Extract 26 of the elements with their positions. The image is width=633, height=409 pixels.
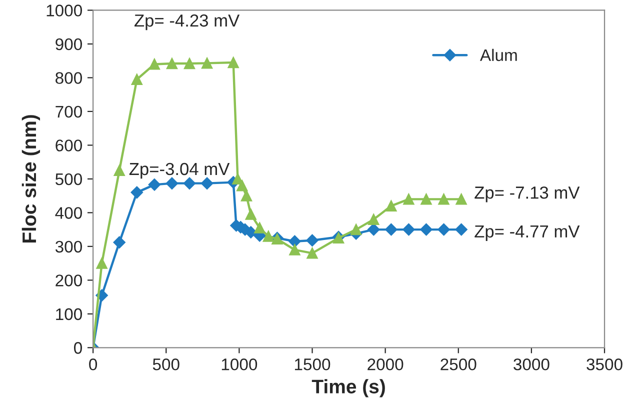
- x-tick-label: 1500: [294, 358, 330, 370]
- x-tick-label: 3000: [514, 358, 550, 370]
- y-tick-label: 0: [74, 342, 82, 354]
- x-tick-label: 1000: [222, 358, 258, 370]
- x-tick-label: 2000: [368, 358, 404, 370]
- y-tick-label: 500: [55, 173, 82, 186]
- y-tick-label: 800: [56, 72, 82, 84]
- annotation: Zp= -4.23 mV: [134, 14, 240, 30]
- annotation: Zp= -4.77 mV: [474, 225, 580, 242]
- annotation: Zp=-3.04 mV: [129, 162, 230, 179]
- x-tick-label: 2500: [440, 358, 476, 370]
- y-tick-label: 300: [55, 240, 82, 253]
- x-tick-label: 3500: [586, 358, 622, 370]
- y-tick-label: 200: [56, 274, 82, 286]
- y-axis-title: Floc size (nm): [22, 115, 40, 242]
- y-tick-label: 900: [56, 38, 82, 50]
- y-tick-label: 400: [55, 207, 82, 219]
- y-tick-label: 600: [56, 140, 82, 152]
- legend-label: Alum: [480, 48, 517, 62]
- x-tick-label: 500: [152, 358, 180, 370]
- annotation: Zp= -7.13 mV: [474, 186, 580, 202]
- y-tick-label: 700: [56, 106, 82, 118]
- y-tick-label: 100: [56, 308, 82, 320]
- x-axis-title: Time (s): [312, 379, 385, 398]
- x-tick-label: 0: [89, 358, 98, 370]
- y-tick-label: 1000: [46, 4, 82, 16]
